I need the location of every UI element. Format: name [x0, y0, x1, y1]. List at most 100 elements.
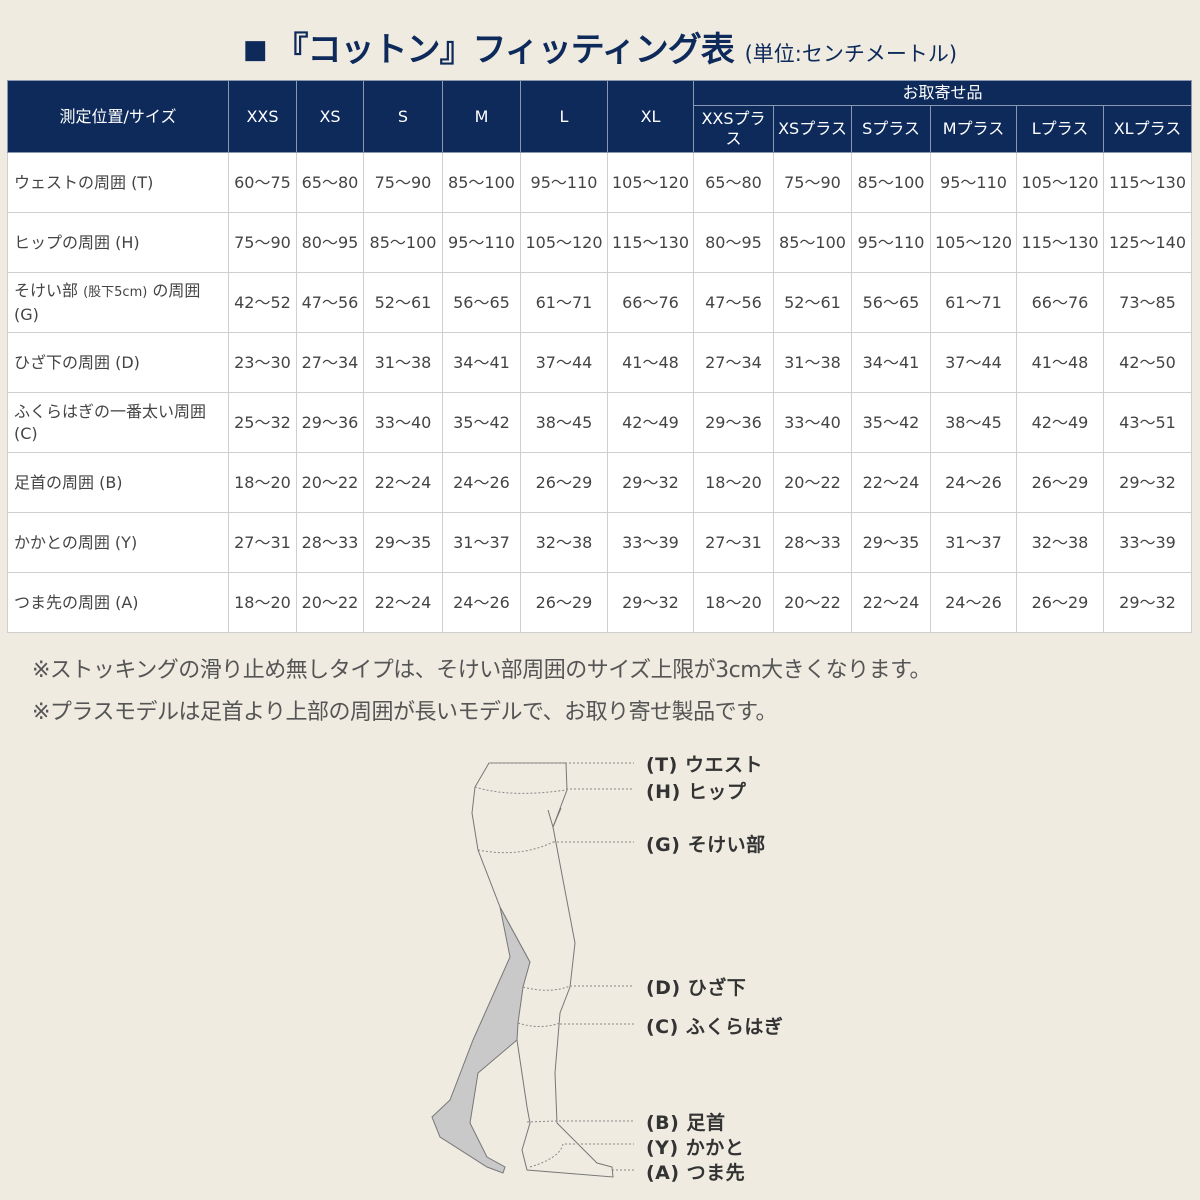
size-cell: 27～31 [228, 512, 297, 573]
size-cell: 29～32 [1102, 452, 1193, 513]
title-main: 『コットン』フィッティング表 [274, 30, 734, 70]
page-title: ■ 『コットン』フィッティング表 (単位:センチメートル) [0, 22, 1200, 71]
fitting-table: 測定位置/サイズ XXS XS S M L XL お取寄せ品 XXSプラス XSプラス Sプラス Mプ… [7, 80, 1193, 633]
header-row: 測定位置/サイズ XXS XS S M L XL お取寄せ品 [7, 80, 1193, 153]
size-cell: 47～56 [693, 272, 774, 333]
size-cell: 24～26 [442, 572, 521, 633]
row-label: つま先の周囲 (A) [7, 572, 229, 633]
size-cell: 37～44 [520, 332, 608, 393]
square-bullet-icon: ■ [242, 35, 268, 65]
size-cell: 52～61 [773, 272, 852, 333]
label-ankle: (B) 足首 [646, 1112, 726, 1134]
size-cell: 125～140 [1102, 212, 1193, 273]
size-cell: 23～30 [228, 332, 297, 393]
size-cell: 27～34 [693, 332, 774, 393]
plus-size-header: Sプラス [851, 105, 931, 153]
size-cell: 24～26 [930, 452, 1017, 513]
size-cell: 18～20 [228, 572, 297, 633]
size-cell: 33～39 [607, 512, 694, 573]
size-cell: 27～31 [693, 512, 774, 573]
size-cell: 34～41 [442, 332, 521, 393]
size-cell: 95～110 [520, 152, 608, 213]
size-cell: 95～110 [442, 212, 521, 273]
size-cell: 29～32 [1102, 572, 1193, 633]
size-cell: 20～22 [773, 572, 852, 633]
size-cell: 20～22 [773, 452, 852, 513]
size-cell: 29～36 [296, 392, 364, 453]
back-leg-shape [431, 906, 531, 1174]
size-cell: 75～90 [363, 152, 443, 213]
size-cell: 26～29 [520, 452, 608, 513]
size-cell: 105～120 [1016, 152, 1104, 213]
size-cell: 42～50 [1102, 332, 1193, 393]
row-label-text: の周囲 (G) [14, 280, 201, 324]
size-cell: 29～32 [607, 572, 694, 633]
label-groin: (G) そけい部 [646, 834, 766, 856]
size-cell: 75～90 [228, 212, 297, 273]
size-cell: 18～20 [693, 572, 774, 633]
plus-size-header: XSプラス [773, 105, 852, 153]
size-cell: 115～130 [607, 212, 694, 273]
size-cell: 35～42 [442, 392, 521, 453]
size-cell: 20～22 [296, 572, 364, 633]
size-cell: 26～29 [1016, 452, 1104, 513]
size-cell: 29～36 [693, 392, 774, 453]
title-unit: (単位:センチメートル) [744, 42, 958, 66]
row-label: そけい部 (股下5cm) の周囲 (G) [7, 272, 229, 333]
size-cell: 80～95 [693, 212, 774, 273]
row-label-text: そけい部 [14, 280, 84, 300]
plus-size-header: Lプラス [1016, 105, 1104, 153]
size-cell: 22～24 [363, 452, 443, 513]
label-hip: (H) ヒップ [646, 781, 747, 803]
row-label: 足首の周囲 (B) [7, 452, 229, 513]
size-cell: 65～80 [296, 152, 364, 213]
size-cell: 38～45 [520, 392, 608, 453]
size-cell: 85～100 [363, 212, 443, 273]
size-cell: 31～38 [773, 332, 852, 393]
size-cell: 52～61 [363, 272, 443, 333]
size-cell: 85～100 [773, 212, 852, 273]
row-label: かかとの周囲 (Y) [7, 512, 229, 573]
plus-size-header: Mプラス [930, 105, 1017, 153]
size-cell: 42～49 [607, 392, 694, 453]
label-below-knee: (D) ひざ下 [646, 977, 747, 999]
size-cell: 105～120 [930, 212, 1017, 273]
corner-header: 測定位置/サイズ [7, 80, 229, 153]
size-header: L [520, 80, 608, 153]
size-cell: 32～38 [1016, 512, 1104, 573]
size-cell: 18～20 [693, 452, 774, 513]
size-cell: 38～45 [930, 392, 1017, 453]
order-group-header: お取寄せ品 [692, 80, 1193, 106]
table-row: ヒップの周囲 (H) 75～90 80～95 85～100 95～110 105～120 1… [7, 212, 1193, 273]
row-label: ひざ下の周囲 (D) [7, 332, 229, 393]
plus-size-header: XLプラス [1102, 105, 1193, 153]
size-cell: 43～51 [1102, 392, 1193, 453]
size-cell: 27～34 [296, 332, 364, 393]
size-cell: 31～37 [442, 512, 521, 573]
label-heel: (Y) かかと [646, 1137, 745, 1159]
size-cell: 24～26 [930, 572, 1017, 633]
table-row: つま先の周囲 (A) 18～20 20～22 22～24 24～26 26～29 29～32… [7, 572, 1193, 633]
size-header: XL [607, 80, 694, 153]
label-waist: (T) ウエスト [646, 754, 763, 776]
size-cell: 105～120 [607, 152, 694, 213]
row-label: ヒップの周囲 (H) [7, 212, 229, 273]
size-cell: 33～40 [363, 392, 443, 453]
size-cell: 33～40 [773, 392, 852, 453]
size-cell: 33～39 [1102, 512, 1193, 573]
front-leg-outline [471, 762, 614, 1178]
size-cell: 26～29 [1016, 572, 1104, 633]
header-row: XXSプラス XSプラス Sプラス Mプラス Lプラス XLプラス [8, 105, 1193, 153]
size-cell: 29～32 [607, 452, 694, 513]
size-cell: 65～80 [693, 152, 774, 213]
size-cell: 26～29 [520, 572, 608, 633]
size-cell: 18～20 [228, 452, 297, 513]
size-cell: 80～95 [296, 212, 364, 273]
label-toe: (A) つま先 [646, 1162, 746, 1184]
plus-size-header: XXSプラス [693, 105, 774, 153]
size-cell: 85～100 [851, 152, 931, 213]
size-cell: 115～130 [1102, 152, 1193, 213]
table-row: そけい部 (股下5cm) の周囲 (G) 42～52 47～56 52～61 56～65… [7, 272, 1193, 333]
note-1: ※ストッキングの滑り止め無しタイプは、そけい部周囲のサイズ上限が3cm大きくなり… [32, 658, 931, 683]
size-cell: 31～37 [930, 512, 1017, 573]
